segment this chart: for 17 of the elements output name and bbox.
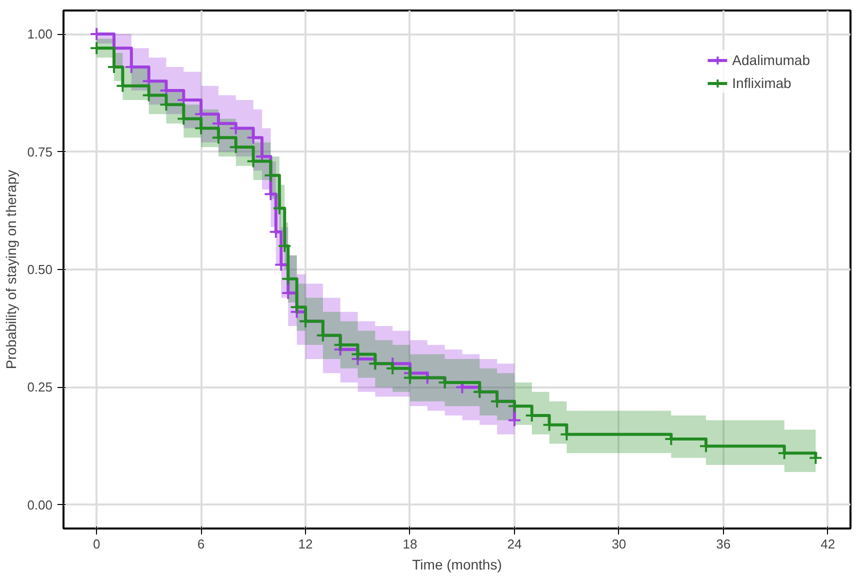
y-tick-label: 1.00 [27,26,53,42]
y-tick-label: 0.50 [27,262,53,277]
x-tick-label: 0 [92,536,100,552]
x-tick-label: 24 [507,536,522,552]
x-tick-label: 30 [612,536,626,552]
x-tick-label: 6 [197,536,205,552]
legend-label: Infliximab [732,75,792,91]
y-tick-label: 0.00 [27,497,53,512]
y-tick-label: 0.75 [27,144,53,160]
x-tick-label: 36 [716,536,731,552]
y-tick-label: 0.25 [27,380,53,395]
x-axis-title: Time (months) [412,556,502,572]
legend-label: Adalimumab [732,52,810,68]
x-tick-label: 18 [402,536,418,552]
x-tick-label: 12 [298,536,313,552]
x-tick-label: 42 [820,536,836,552]
y-axis-title: Probability of staying on therapy [3,170,20,370]
